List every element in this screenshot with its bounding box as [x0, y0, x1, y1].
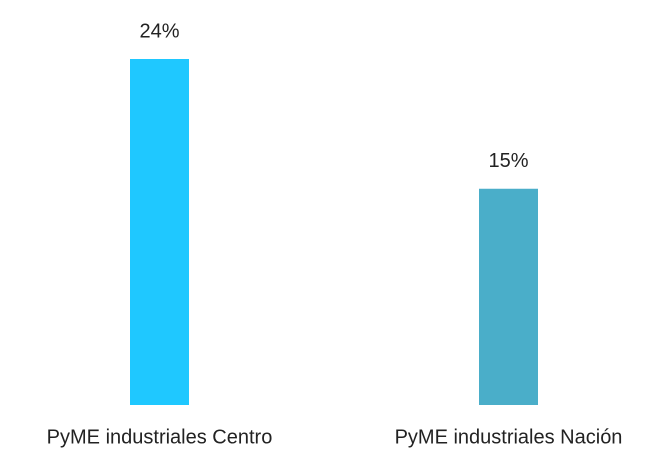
bar	[479, 188, 538, 405]
data-label: 15%	[488, 150, 528, 172]
data-label: 24%	[139, 20, 179, 42]
x-tick-label: PyME industriales Centro	[47, 426, 273, 448]
bar	[130, 59, 189, 405]
x-tick-label: PyME industriales Nación	[395, 426, 623, 448]
